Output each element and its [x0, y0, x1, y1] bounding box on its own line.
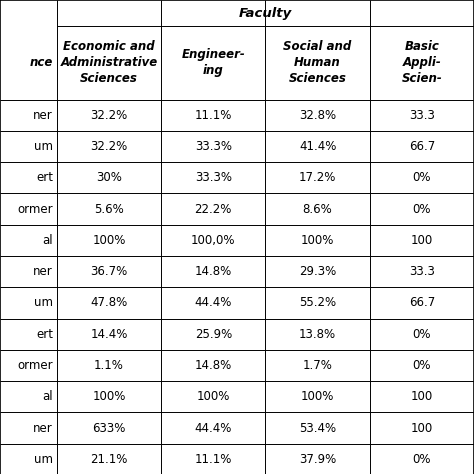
Text: 100: 100: [411, 390, 433, 403]
Text: ormer: ormer: [18, 202, 53, 216]
Text: 14.8%: 14.8%: [195, 359, 232, 372]
Text: 0%: 0%: [412, 171, 431, 184]
Text: Social and
Human
Sciences: Social and Human Sciences: [283, 40, 352, 85]
Text: 14.4%: 14.4%: [91, 328, 128, 341]
Text: 41.4%: 41.4%: [299, 140, 336, 153]
Text: 100%: 100%: [92, 234, 126, 247]
Text: 13.8%: 13.8%: [299, 328, 336, 341]
Text: 32.2%: 32.2%: [91, 109, 128, 122]
Text: Economic and
Administrative
Sciences: Economic and Administrative Sciences: [60, 40, 158, 85]
Text: 29.3%: 29.3%: [299, 265, 336, 278]
Text: 100: 100: [411, 234, 433, 247]
Text: 44.4%: 44.4%: [195, 421, 232, 435]
Text: 33.3%: 33.3%: [195, 171, 232, 184]
Text: 0%: 0%: [412, 328, 431, 341]
Text: 36.7%: 36.7%: [91, 265, 128, 278]
Text: 32.2%: 32.2%: [91, 140, 128, 153]
Text: 100%: 100%: [92, 390, 126, 403]
Text: 11.1%: 11.1%: [195, 453, 232, 466]
Text: 0%: 0%: [412, 202, 431, 216]
Text: 66.7: 66.7: [409, 140, 435, 153]
Text: 633%: 633%: [92, 421, 126, 435]
Text: 25.9%: 25.9%: [195, 328, 232, 341]
Text: 66.7: 66.7: [409, 296, 435, 310]
Text: 44.4%: 44.4%: [195, 296, 232, 310]
Text: ner: ner: [33, 109, 53, 122]
Text: 100: 100: [411, 421, 433, 435]
Text: Engineer-
ing: Engineer- ing: [182, 48, 245, 77]
Text: nce: nce: [30, 56, 53, 69]
Text: um: um: [34, 140, 53, 153]
Text: 1.7%: 1.7%: [302, 359, 333, 372]
Text: 14.8%: 14.8%: [195, 265, 232, 278]
Text: 30%: 30%: [96, 171, 122, 184]
Text: 100%: 100%: [301, 234, 334, 247]
Text: al: al: [43, 390, 53, 403]
Text: 22.2%: 22.2%: [195, 202, 232, 216]
Text: 0%: 0%: [412, 453, 431, 466]
Text: 33.3: 33.3: [409, 265, 435, 278]
Text: um: um: [34, 453, 53, 466]
Text: 5.6%: 5.6%: [94, 202, 124, 216]
Text: ert: ert: [36, 171, 53, 184]
Text: ner: ner: [33, 421, 53, 435]
Text: 8.6%: 8.6%: [303, 202, 332, 216]
Text: 33.3: 33.3: [409, 109, 435, 122]
Text: ormer: ormer: [18, 359, 53, 372]
Text: 32.8%: 32.8%: [299, 109, 336, 122]
Text: 100%: 100%: [197, 390, 230, 403]
Text: 100%: 100%: [301, 390, 334, 403]
Text: 53.4%: 53.4%: [299, 421, 336, 435]
Text: 11.1%: 11.1%: [195, 109, 232, 122]
Text: 55.2%: 55.2%: [299, 296, 336, 310]
Text: al: al: [43, 234, 53, 247]
Text: ner: ner: [33, 265, 53, 278]
Text: 100,0%: 100,0%: [191, 234, 236, 247]
Text: 0%: 0%: [412, 359, 431, 372]
Text: Faculty: Faculty: [239, 7, 292, 19]
Text: 33.3%: 33.3%: [195, 140, 232, 153]
Text: um: um: [34, 296, 53, 310]
Text: ert: ert: [36, 328, 53, 341]
Text: 17.2%: 17.2%: [299, 171, 336, 184]
Text: 1.1%: 1.1%: [94, 359, 124, 372]
Text: Basic
Appli-
Scien-: Basic Appli- Scien-: [401, 40, 442, 85]
Text: 47.8%: 47.8%: [91, 296, 128, 310]
Text: 21.1%: 21.1%: [91, 453, 128, 466]
Text: 37.9%: 37.9%: [299, 453, 336, 466]
